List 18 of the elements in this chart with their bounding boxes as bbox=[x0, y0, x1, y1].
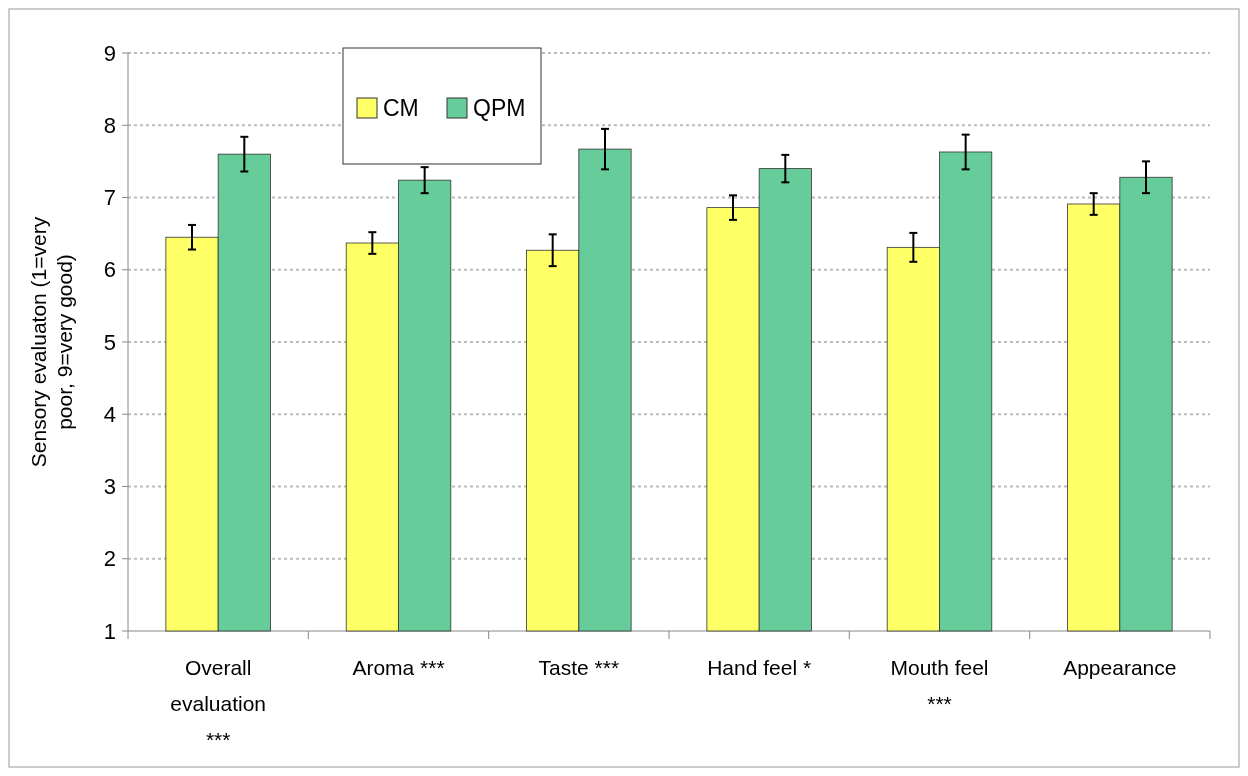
legend-label: CM bbox=[383, 95, 419, 122]
x-tick-label: Taste *** bbox=[538, 656, 620, 679]
y-tick-label: 8 bbox=[103, 112, 116, 138]
y-tick-label: 2 bbox=[103, 546, 116, 572]
y-axis-title: Sensory evaluaton (1=very poor, 9=very good) bbox=[27, 216, 76, 468]
y-tick-label: 4 bbox=[103, 401, 116, 427]
y-tick-label: 3 bbox=[103, 474, 116, 500]
y-tick-label: 9 bbox=[103, 40, 116, 66]
x-tick-label: Appearance bbox=[1063, 656, 1177, 679]
y-tick-label: 7 bbox=[103, 185, 116, 211]
y-tick-label: 5 bbox=[103, 329, 116, 355]
x-tick-label: Hand feel * bbox=[707, 656, 812, 679]
legend-label: QPM bbox=[473, 95, 526, 122]
x-tick-label: Aroma *** bbox=[352, 656, 445, 679]
x-tick-label: Mouth feel *** bbox=[890, 656, 989, 715]
x-tick-label: Overall evaluation *** bbox=[170, 656, 267, 751]
y-tick-label: 6 bbox=[103, 257, 116, 283]
y-tick-label: 1 bbox=[103, 618, 116, 644]
